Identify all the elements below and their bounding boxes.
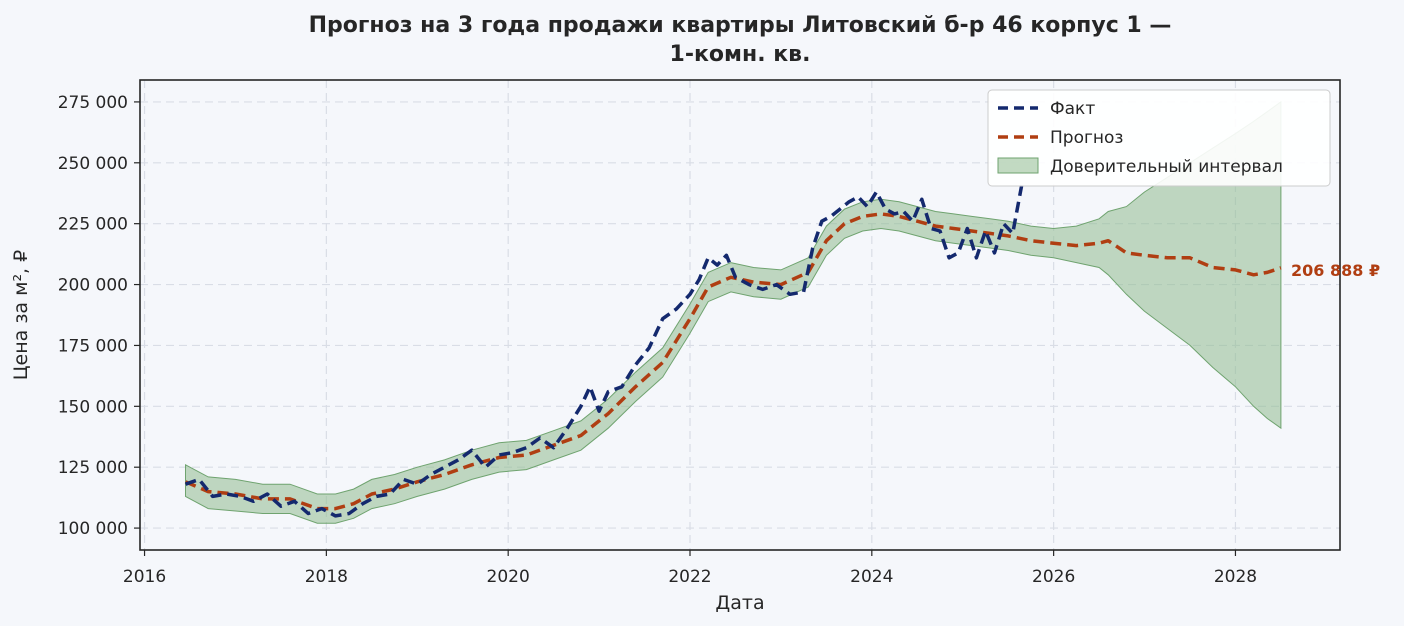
legend: Факт Прогноз Доверительный интервал [987,89,1331,187]
series-layer [184,184,1282,518]
x-tick-label: 2016 [123,567,166,587]
confidence-interval-band [185,100,1282,524]
confidence-interval-layer [185,100,1282,524]
x-tick-label: 2020 [487,567,530,587]
y-tick-label: 275 000 [58,93,128,113]
x-tick-label: 2022 [668,567,711,587]
y-tick-label: 100 000 [58,519,128,539]
forecast-end-label: 206 888 ₽ [1291,261,1380,280]
legend-fact-label: Факт [1050,99,1095,119]
legend-interval-swatch [997,157,1039,174]
y-tick-label: 125 000 [58,458,128,478]
plot-frame [139,79,1341,551]
x-tick-label: 2026 [1032,567,1075,587]
x-tick-label: 2024 [850,567,893,587]
chart-title-line1: Прогноз на 3 года продажи квартиры Литов… [309,13,1172,38]
y-tick-label: 250 000 [58,154,128,174]
y-axis: 100 000 125 000 150 000 175 000 200 000 225 0… [58,93,140,539]
x-axis: 2016 2018 2020 2022 2024 2026 2028 [123,550,1257,587]
y-tick-label: 150 000 [58,397,128,417]
legend-box [987,89,1331,187]
legend-interval-label: Доверительный интервал [1050,157,1283,177]
x-tick-label: 2028 [1214,567,1257,587]
chart-title-line2: 1-комн. кв. [670,42,811,67]
fact-line [184,184,1024,518]
y-tick-label: 225 000 [58,215,128,235]
x-tick-label: 2018 [305,567,348,587]
y-axis-label: Цена за м², ₽ [10,250,32,380]
y-tick-label: 175 000 [58,336,128,356]
y-tick-label: 200 000 [58,276,128,296]
legend-forecast-label: Прогноз [1050,128,1123,148]
x-axis-label: Дата [715,592,764,614]
